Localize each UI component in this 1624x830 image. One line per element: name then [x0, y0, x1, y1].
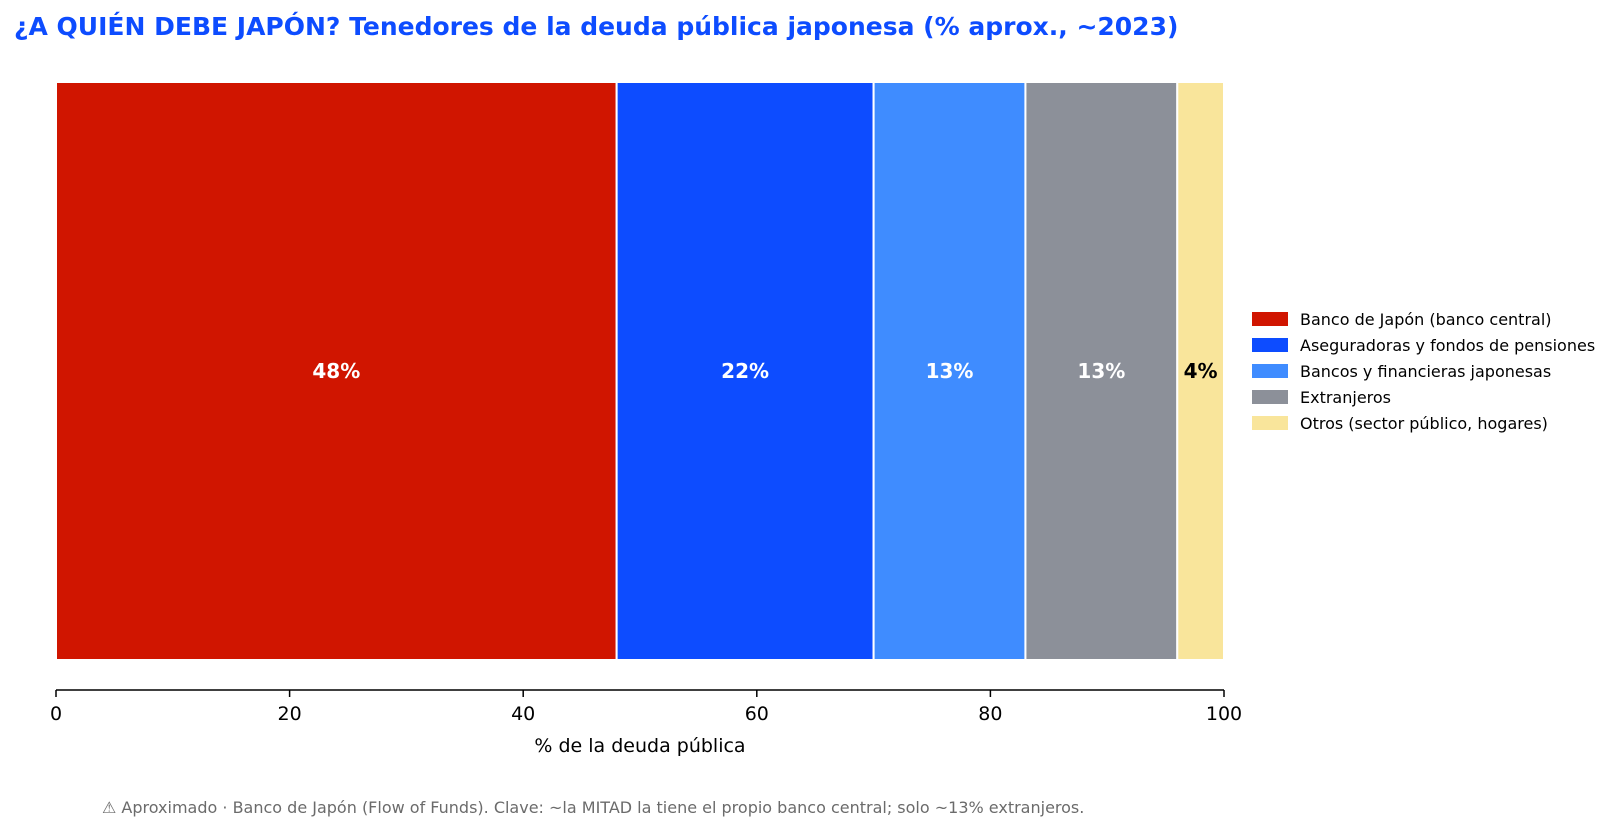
legend-swatch-5	[1252, 416, 1288, 430]
legend-item-2: Aseguradoras y fondos de pensiones	[1252, 332, 1595, 358]
footnote: ⚠ Aproximado · Banco de Japón (Flow of F…	[102, 798, 1085, 817]
bar-segment-4	[1024, 81, 1179, 661]
legend: Banco de Japón (banco central) Asegurador…	[1252, 306, 1595, 436]
bar-segment-2	[615, 81, 875, 661]
legend-item-1: Banco de Japón (banco central)	[1252, 306, 1595, 332]
bar-data-label-4: 13%	[1077, 359, 1125, 383]
bar-data-label-3: 13%	[926, 359, 974, 383]
legend-label-5: Otros (sector público, hogares)	[1300, 413, 1548, 433]
bar-segment-1	[55, 81, 618, 661]
chart-title: ¿A QUIÉN DEBE JAPÓN? Tenedores de la deu…	[14, 12, 1179, 41]
legend-label-3: Bancos y financieras japonesas	[1300, 361, 1552, 381]
x-tick-label-0: 0	[50, 703, 62, 725]
legend-item-4: Extranjeros	[1252, 384, 1595, 410]
legend-swatch-3	[1252, 364, 1288, 378]
legend-swatch-4	[1252, 390, 1288, 404]
bar-segments	[55, 81, 1226, 661]
bar-segment-5	[1176, 81, 1226, 661]
bar-data-label-5: 4%	[1184, 359, 1218, 383]
bar-data-labels: 48% 22% 13% 13% 4%	[312, 359, 1217, 383]
legend-swatch-2	[1252, 338, 1288, 352]
legend-label-2: Aseguradoras y fondos de pensiones	[1300, 335, 1596, 355]
x-tick-label-40: 40	[511, 703, 535, 725]
x-tick-label-100: 100	[1206, 703, 1242, 725]
legend-swatch-1	[1252, 312, 1288, 326]
legend-label-4: Extranjeros	[1300, 387, 1392, 407]
x-tick-label-60: 60	[745, 703, 769, 725]
bar-data-label-1: 48%	[312, 359, 360, 383]
x-axis-label: % de la deuda pública	[534, 735, 745, 757]
bar-segment-3	[872, 81, 1027, 661]
legend-item-3: Bancos y financieras japonesas	[1252, 358, 1595, 384]
legend-label-1: Banco de Japón (banco central)	[1300, 309, 1552, 329]
x-axis: 0 20 40 60 80 100	[50, 689, 1242, 725]
bar-data-label-2: 22%	[721, 359, 769, 383]
legend-item-5: Otros (sector público, hogares)	[1252, 410, 1595, 436]
x-tick-label-80: 80	[978, 703, 1002, 725]
x-tick-label-20: 20	[278, 703, 302, 725]
